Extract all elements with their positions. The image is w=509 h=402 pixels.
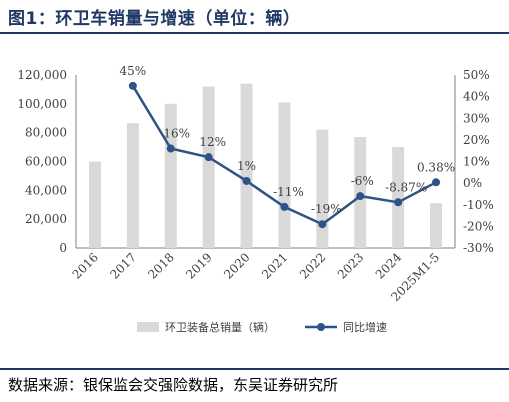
chart-legend: 环卫装备总销量（辆） 同比增速 [137, 320, 387, 334]
bar [88, 161, 101, 248]
y-left-tick-label: 80,000 [25, 126, 67, 140]
data-label: 1% [237, 159, 256, 173]
line-point [166, 144, 175, 153]
line-point [204, 153, 213, 162]
y-right-tick-label: 30% [463, 111, 490, 125]
bar [430, 203, 443, 248]
source-note: 数据来源：银保监会交强险数据，东吴证券研究所 [8, 376, 339, 394]
y-right-tick-label: 50% [463, 68, 490, 82]
bar [278, 102, 291, 249]
data-label: -8.87% [385, 180, 427, 194]
y-right-tick-label: 40% [463, 90, 490, 104]
y-right-tick-label: 10% [463, 155, 490, 169]
y-right-tick-label: -20% [463, 219, 494, 233]
data-label: -11% [273, 185, 304, 199]
line-point [318, 220, 327, 229]
legend-label-bar: 环卫装备总销量（辆） [165, 320, 275, 334]
x-tick-label: 2024 [373, 250, 405, 282]
y-right-tick-label: 0% [463, 176, 482, 190]
line-point [280, 202, 289, 211]
data-label: 45% [120, 64, 147, 78]
legend-marker-line [317, 323, 325, 331]
line-point [394, 198, 403, 207]
bar-series [88, 83, 443, 249]
legend-label-line: 同比增速 [343, 320, 387, 334]
x-tick-label: 2023 [335, 250, 366, 281]
line-point [432, 178, 441, 187]
y-left-tick-label: 60,000 [25, 155, 67, 169]
bar [202, 86, 215, 249]
chart: 0 20,000 40,000 60,000 80,000 100,000 120,000 -… [17, 64, 494, 334]
data-label: 16% [163, 127, 190, 141]
y-left-tick-label: 100,000 [17, 97, 67, 111]
data-label: 0.38% [417, 160, 455, 174]
line-series: 45% 16% 12% 1% -11% -19% -6% -8.87% 0.38% [120, 64, 455, 229]
x-tick-label: 2020 [221, 250, 252, 281]
x-tick-label: 2021 [259, 250, 290, 281]
bar [392, 147, 405, 248]
y-right-tick-label: 20% [463, 133, 490, 147]
y-left-tick-label: 20,000 [25, 212, 67, 226]
source-divider [0, 368, 509, 370]
bar [316, 129, 329, 248]
data-label: -19% [311, 202, 342, 216]
y-left-tick-label: 40,000 [25, 183, 67, 197]
y-left-tick-label: 120,000 [17, 68, 67, 82]
title-divider [0, 32, 509, 34]
x-tick-label: 2017 [107, 250, 138, 281]
y-left-tick-label: 0 [59, 241, 67, 255]
line-point [128, 81, 137, 90]
legend-swatch-bar [137, 322, 159, 332]
line-point [242, 176, 251, 185]
line-point [356, 192, 365, 201]
x-tick-label: 2018 [145, 250, 176, 281]
data-label: -6% [351, 174, 374, 188]
data-label: 12% [199, 135, 226, 149]
bar [164, 103, 177, 248]
x-tick-label: 2022 [297, 250, 328, 281]
bar [126, 123, 139, 248]
bar [240, 83, 253, 249]
x-tick-label: 2019 [183, 250, 214, 281]
y-right-tick-label: -10% [463, 198, 494, 212]
figure-title: 图1：环卫车销量与增速（单位：辆） [8, 9, 301, 29]
y-right-tick-label: -30% [463, 241, 494, 255]
x-tick-label: 2016 [70, 250, 101, 281]
